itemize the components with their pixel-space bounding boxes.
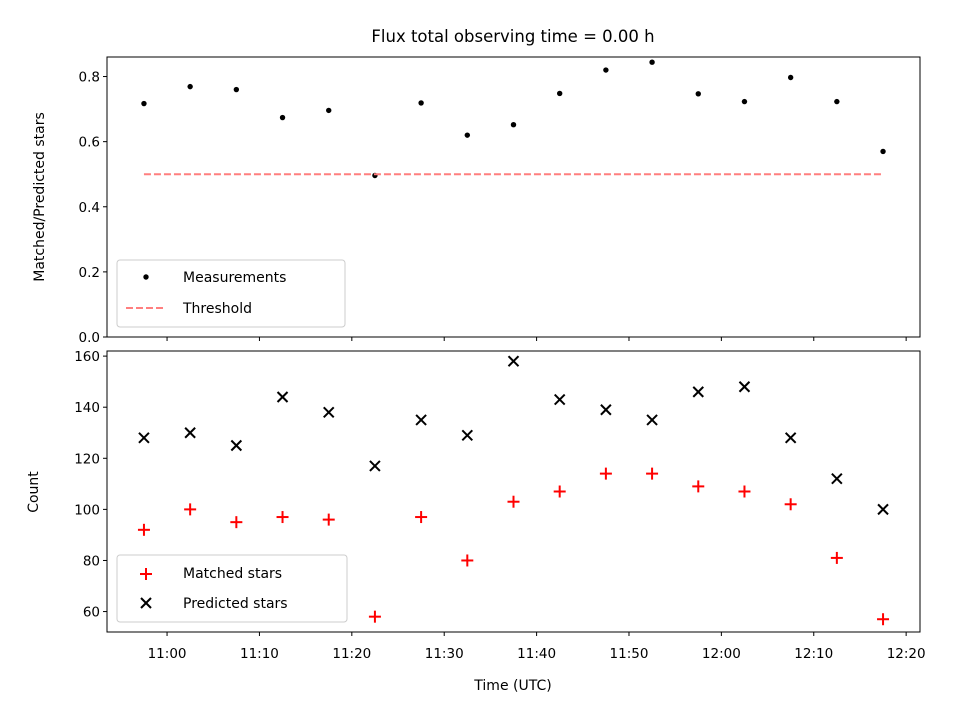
matched-stars-point: [368, 610, 381, 623]
matched-stars-point: [507, 495, 520, 508]
predicted-stars-point: [784, 432, 797, 444]
top-y-axis-ticks: 0.0 0.2 0.4 0.6 0.8: [79, 70, 107, 346]
predicted-stars-point: [184, 427, 196, 439]
predicted-stars-point: [553, 393, 566, 406]
matched-stars-point: [137, 523, 150, 536]
measurement-point: [141, 100, 147, 107]
predicted-stars-point: [507, 355, 520, 367]
predicted-stars-point: [877, 503, 889, 516]
top-legend-box: [116, 259, 346, 328]
bottom-y-tick-label: 80: [83, 553, 100, 569]
top-x-axis-ticks: [166, 337, 907, 341]
predicted-stars-point: [138, 432, 150, 444]
predicted-stars-point: [415, 414, 427, 426]
top-y-tick-label: 0.6: [79, 135, 100, 151]
measurement-point: [187, 83, 193, 90]
measurement-point: [695, 91, 701, 97]
matched-stars-point: [877, 613, 890, 626]
top-y-tick-label: 0.4: [79, 200, 100, 216]
matched-stars-point: [553, 485, 566, 498]
legend-label-matched-stars: Matched stars: [183, 566, 282, 582]
x-tick-label: 12:00: [702, 646, 741, 662]
measurement-point: [787, 74, 794, 81]
legend-marker-matched-stars: [140, 568, 152, 580]
legend-label-measurements: Measurements: [183, 270, 286, 286]
bottom-y-tick-label: 160: [74, 349, 100, 365]
matched-stars-point: [276, 511, 289, 524]
matched-stars-point: [692, 480, 705, 493]
top-panel: Flux total observing time = 0.00 h 0.00.…: [32, 27, 921, 346]
measurement-point: [741, 98, 748, 105]
measurement-point: [418, 100, 424, 106]
x-tick-label: 11:40: [517, 646, 556, 662]
chart-title: Flux total observing time = 0.00 h: [371, 27, 654, 46]
x-tick-label: 11:20: [332, 646, 371, 662]
x-tick-label: 11:50: [610, 646, 649, 662]
predicted-stars-point: [461, 429, 474, 442]
matched-stars-point: [322, 513, 335, 526]
measurement-point: [510, 122, 517, 128]
bottom-legend: Matched stars Predicted stars: [116, 554, 348, 623]
measurement-point: [834, 98, 840, 105]
predicted-stars-point: [230, 439, 243, 452]
top-plot-frame: [106, 56, 921, 338]
bottom-legend-box: [116, 554, 348, 623]
matched-stars-point: [230, 516, 243, 529]
predicted-stars-point: [323, 406, 335, 419]
bottom-plot-frame: [106, 350, 921, 633]
bottom-y-axis-label: Count: [26, 471, 42, 513]
predicted-stars-point: [646, 414, 658, 426]
top-y-tick-label: 0.0: [79, 330, 100, 346]
x-tick-label: 11:10: [240, 646, 279, 662]
matched-stars-point: [646, 467, 659, 480]
x-axis-label: Time (UTC): [473, 678, 551, 694]
predicted-stars-point: [600, 404, 612, 416]
x-tick-label: 12:20: [887, 646, 926, 662]
predicted-stars-point: [831, 473, 843, 485]
matched-stars-point: [830, 551, 843, 564]
measurement-point: [464, 132, 471, 138]
predicted-stars-point: [276, 391, 289, 403]
bottom-y-tick-label: 100: [74, 502, 100, 518]
top-legend: Measurements Threshold: [116, 259, 346, 328]
top-y-axis-label: Matched/Predicted stars: [32, 112, 48, 282]
x-tick-label: 11:00: [148, 646, 187, 662]
predicted-stars-point: [692, 386, 704, 398]
predicted-stars-point: [738, 381, 751, 393]
top-y-tick-label: 0.2: [79, 265, 100, 281]
top-y-tick-label: 0.8: [79, 70, 100, 86]
predicted-stars-point: [369, 460, 381, 472]
legend-label-predicted-stars: Predicted stars: [183, 596, 288, 612]
matched-stars-point: [184, 503, 197, 516]
matched-stars-point: [784, 498, 797, 511]
measurement-point: [326, 107, 332, 114]
matched-stars-point: [738, 485, 751, 498]
bottom-y-tick-label: 60: [83, 605, 100, 621]
matched-stars-point: [461, 554, 474, 567]
measurement-point: [649, 59, 655, 65]
measurement-point: [556, 90, 563, 97]
measurement-point: [279, 114, 286, 121]
measurement-point: [880, 148, 886, 155]
measurement-point: [233, 86, 240, 93]
measurement-point: [603, 67, 609, 73]
bottom-y-axis-ticks: 60 80 100 120 140 160: [74, 349, 107, 621]
matched-stars-point: [599, 467, 612, 480]
legend-label-threshold: Threshold: [182, 301, 252, 317]
bottom-series-layer: [137, 355, 890, 626]
x-tick-label: 11:30: [425, 646, 464, 662]
bottom-y-tick-label: 140: [74, 400, 100, 416]
legend-marker-measurements: [143, 274, 149, 280]
matched-stars-point: [415, 511, 428, 524]
bottom-x-axis-ticks: 11:00 11:10 11:20 11:30 11:40 11:50 12:00 12:10…: [148, 632, 926, 662]
bottom-y-tick-label: 120: [74, 451, 100, 467]
legend-marker-predicted-stars: [140, 597, 152, 609]
top-series-layer: [141, 59, 886, 179]
x-tick-label: 12:10: [794, 646, 833, 662]
